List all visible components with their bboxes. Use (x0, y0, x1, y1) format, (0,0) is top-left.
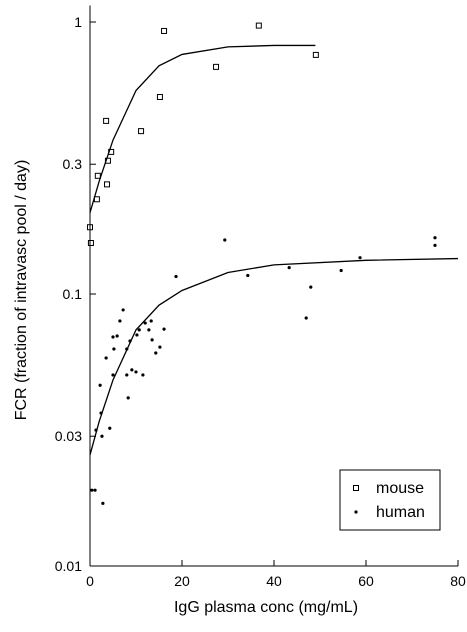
human-point (115, 334, 119, 338)
human-point (143, 321, 147, 325)
human-point (149, 319, 153, 323)
human-point (304, 316, 308, 320)
mouse-point (93, 196, 100, 203)
human-point (309, 285, 313, 289)
human-point (223, 238, 227, 242)
human-point (111, 335, 115, 339)
legend-marker (353, 485, 359, 491)
human-point (100, 434, 104, 438)
human-point (98, 383, 102, 387)
human-point (246, 273, 250, 278)
mouse-point (94, 172, 101, 179)
mouse-point (87, 240, 94, 247)
human-point (94, 428, 98, 432)
x-tick-label: 80 (450, 573, 466, 589)
human-point (118, 319, 122, 323)
human-point (93, 488, 97, 492)
human-point (101, 501, 105, 505)
human-point (128, 339, 132, 343)
x-axis-label: IgG plasma conc (mg/mL) (174, 599, 358, 616)
mouse-point (161, 27, 168, 34)
legend-marker (354, 510, 358, 514)
human-point (433, 243, 437, 247)
x-tick-label: 60 (358, 573, 374, 589)
human-point (339, 268, 343, 273)
human-point (154, 351, 158, 355)
human-point (287, 266, 291, 270)
y-tick-label: 0.01 (55, 558, 82, 574)
mouse-point (255, 22, 262, 29)
human-point (174, 274, 178, 279)
fit-curve (89, 257, 459, 456)
legend-box (339, 469, 441, 531)
human-point (99, 411, 103, 415)
human-point (108, 426, 112, 430)
y-axis-label: FCR (fraction of intravasc pool / day) (13, 160, 30, 421)
mouse-point (104, 157, 111, 164)
x-tick-label: 20 (174, 573, 190, 589)
y-tick-label: 0.3 (63, 156, 83, 172)
mouse-point (87, 224, 93, 231)
fit-curve (89, 44, 316, 213)
human-point (162, 327, 166, 331)
human-point (111, 373, 115, 377)
human-point (433, 236, 437, 240)
human-point (141, 373, 145, 377)
mouse-point (108, 148, 115, 155)
mouse-point (138, 128, 145, 135)
y-tick-label: 0.03 (55, 428, 82, 444)
y-tick-label: 0.1 (63, 286, 83, 302)
human-point (125, 347, 129, 351)
x-tick-label: 0 (86, 573, 94, 589)
y-tick-label: 1 (74, 14, 82, 30)
human-point (130, 368, 134, 372)
human-point (135, 333, 139, 337)
human-point (121, 308, 125, 312)
human-point (134, 370, 138, 374)
legend-label: human (376, 504, 425, 521)
x-tick-label: 40 (266, 573, 282, 589)
human-point (125, 373, 129, 377)
mouse-point (103, 117, 110, 124)
human-point (137, 328, 141, 332)
human-point (104, 356, 108, 360)
human-point (90, 488, 94, 492)
human-point (150, 338, 154, 342)
human-point (158, 345, 162, 349)
mouse-point (312, 51, 319, 58)
human-point (112, 347, 116, 351)
human-point (126, 396, 130, 400)
mouse-point (104, 181, 111, 188)
mouse-point (213, 63, 220, 70)
human-point (147, 328, 151, 332)
mouse-point (156, 94, 163, 101)
human-point (358, 256, 362, 260)
legend-label: mouse (376, 480, 424, 497)
